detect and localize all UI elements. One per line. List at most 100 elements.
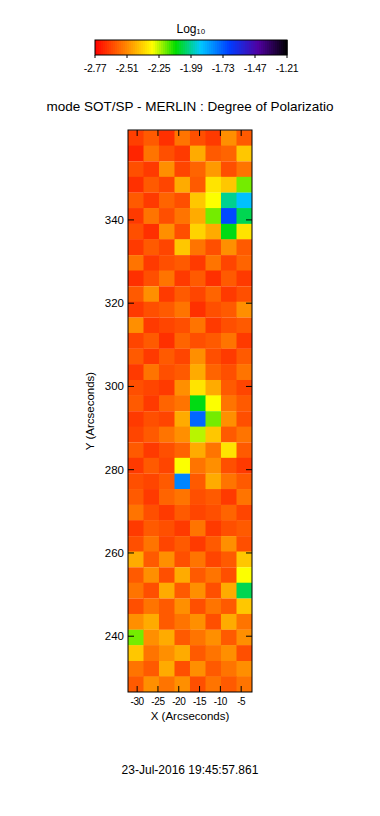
cell: [159, 458, 175, 474]
cell: [206, 193, 222, 209]
cell: [206, 583, 222, 599]
cell: [237, 364, 253, 380]
cell: [221, 614, 237, 630]
x-tick: [157, 686, 158, 692]
cell: [175, 255, 191, 271]
cell: [237, 474, 253, 490]
cell: [190, 302, 206, 318]
cell: [144, 489, 160, 505]
cell: [221, 536, 237, 552]
cell: [175, 364, 191, 380]
cell: [159, 302, 175, 318]
cell: [175, 349, 191, 365]
cell: [159, 411, 175, 427]
cell: [221, 676, 237, 692]
cell: [144, 318, 160, 334]
cell: [159, 505, 175, 521]
cell: [175, 661, 191, 677]
cell: [190, 286, 206, 302]
cell: [159, 286, 175, 302]
cell: [159, 318, 175, 334]
cell: [175, 645, 191, 661]
cell: [221, 208, 237, 224]
cell: [190, 395, 206, 411]
cell: [190, 349, 206, 365]
cell: [190, 255, 206, 271]
cell: [128, 333, 144, 349]
cell: [206, 239, 222, 255]
cell: [237, 567, 253, 583]
cell: [144, 333, 160, 349]
cell: [237, 193, 253, 209]
cell: [159, 442, 175, 458]
cell: [190, 411, 206, 427]
cell: [237, 318, 253, 334]
cell: [237, 395, 253, 411]
cell: [190, 364, 206, 380]
cell: [159, 349, 175, 365]
cell: [159, 333, 175, 349]
cell: [128, 380, 144, 396]
cell: [206, 224, 222, 240]
cell: [221, 583, 237, 599]
cell: [144, 630, 160, 646]
cell: [237, 645, 253, 661]
cell: [144, 614, 160, 630]
cell: [159, 567, 175, 583]
cell: [159, 645, 175, 661]
cell: [206, 255, 222, 271]
x-tick-top: [137, 130, 138, 136]
cell: [159, 489, 175, 505]
y-tick-label: 300: [105, 380, 124, 392]
cell: [221, 630, 237, 646]
cell: [237, 505, 253, 521]
cell: [175, 302, 191, 318]
cell: [175, 474, 191, 490]
cell: [221, 552, 237, 568]
y-tick-right: [246, 219, 252, 220]
cell: [159, 177, 175, 193]
cell: [159, 239, 175, 255]
cell: [128, 349, 144, 365]
colorbar-tick: [287, 55, 288, 58]
cell: [144, 177, 160, 193]
x-tick-top: [157, 130, 158, 136]
colorbar-tick: [191, 55, 192, 58]
cell: [159, 146, 175, 162]
cell: [175, 161, 191, 177]
cell: [237, 161, 253, 177]
colorbar-tick-label: -1.99: [180, 62, 203, 74]
cell: [206, 458, 222, 474]
cell: [206, 489, 222, 505]
cell: [144, 474, 160, 490]
x-tick-label: -10: [214, 696, 228, 707]
cell: [159, 395, 175, 411]
cell: [206, 130, 222, 146]
cell: [175, 442, 191, 458]
x-tick-top: [199, 130, 200, 136]
cell: [175, 583, 191, 599]
cell: [128, 364, 144, 380]
cell: [175, 177, 191, 193]
cell: [128, 645, 144, 661]
cell: [144, 146, 160, 162]
cell: [144, 224, 160, 240]
cell: [237, 661, 253, 677]
cell: [221, 661, 237, 677]
cell: [128, 271, 144, 287]
cell: [175, 130, 191, 146]
cell: [190, 614, 206, 630]
cell: [128, 411, 144, 427]
colorbar-tick-label: -2.77: [84, 62, 107, 74]
cell: [128, 286, 144, 302]
cell: [206, 177, 222, 193]
cell: [128, 177, 144, 193]
cell: [159, 380, 175, 396]
cell: [175, 395, 191, 411]
cell: [221, 177, 237, 193]
cell: [190, 474, 206, 490]
cell: [128, 630, 144, 646]
cell: [206, 599, 222, 615]
cell: [175, 599, 191, 615]
y-tick-label: 320: [105, 297, 124, 309]
